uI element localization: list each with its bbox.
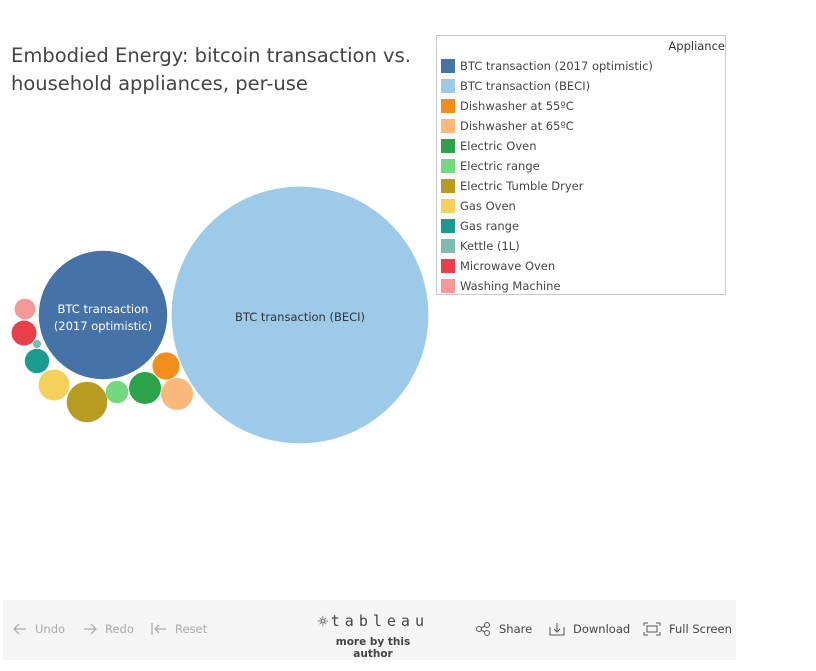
legend-label: Electric range (460, 159, 540, 173)
legend-label: Dishwasher at 55ºC (460, 99, 574, 113)
legend-item[interactable]: Dishwasher at 65ºC (441, 116, 653, 136)
legend-item[interactable]: Dishwasher at 55ºC (441, 96, 653, 116)
bubble-label: BTC transaction (BECI) (235, 310, 365, 324)
tableau-brand[interactable]: tableau more by this author (317, 612, 429, 660)
reset-button[interactable]: Reset (151, 622, 207, 636)
legend-swatch (441, 179, 455, 193)
legend-item[interactable]: Microwave Oven (441, 256, 653, 276)
legend-swatch (441, 119, 455, 133)
legend-item[interactable]: Electric Tumble Dryer (441, 176, 653, 196)
legend-swatch (441, 159, 455, 173)
share-icon (476, 622, 490, 636)
bubble-microwave-oven[interactable] (11, 320, 37, 346)
more-by-author-link[interactable]: more by this author (335, 636, 411, 660)
undo-arrow-icon (13, 623, 26, 635)
bubble-dishwasher-at-65-c[interactable] (161, 378, 193, 410)
legend-item[interactable]: Gas Oven (441, 196, 653, 216)
chart-title: Embodied Energy: bitcoin transaction vs.… (11, 44, 411, 95)
legend-label: Gas Oven (460, 199, 516, 213)
legend-swatch (441, 79, 455, 93)
fullscreen-label: Full Screen (669, 622, 732, 636)
bubble-gas-oven[interactable] (38, 369, 70, 401)
legend-swatch (441, 99, 455, 113)
tableau-cross-icon (317, 615, 329, 627)
legend-item[interactable]: Washing Machine (441, 276, 653, 296)
legend-item[interactable]: Electric Oven (441, 136, 653, 156)
legend-items: BTC transaction (2017 optimistic) BTC tra… (441, 56, 653, 296)
download-button[interactable]: Download (549, 622, 630, 636)
toolbar: Undo Redo Reset tableau more by this aut… (3, 600, 736, 660)
bubble-label-line-2: (2017 optimistic) (54, 319, 152, 333)
bubble-label-line-1: BTC transaction (58, 302, 149, 316)
legend: Appliance BTC transaction (2017 optimist… (436, 35, 726, 295)
share-button[interactable]: Share (475, 622, 532, 636)
legend-label: Electric Oven (460, 139, 537, 153)
bubble-gas-range[interactable] (24, 348, 50, 374)
undo-label: Undo (35, 622, 66, 636)
tableau-logo: tableau (317, 612, 429, 630)
legend-item[interactable]: Kettle (1L) (441, 236, 653, 256)
legend-swatch (441, 139, 455, 153)
bubble-electric-range[interactable] (105, 380, 129, 404)
bubble-chart[interactable]: BTC transaction (2017 optimistic) BTC tran… (0, 0, 440, 460)
legend-swatch (441, 59, 455, 73)
legend-label: Washing Machine (460, 279, 561, 293)
legend-item[interactable]: Electric range (441, 156, 653, 176)
legend-label: BTC transaction (BECI) (460, 79, 591, 93)
redo-label: Redo (105, 622, 134, 636)
legend-title: Appliance (668, 39, 725, 53)
bubble-kettle-1l[interactable] (32, 339, 42, 349)
legend-label: Electric Tumble Dryer (460, 179, 584, 193)
legend-swatch (441, 279, 455, 293)
fullscreen-icon (643, 622, 661, 636)
legend-label: Kettle (1L) (460, 239, 520, 253)
legend-swatch (441, 199, 455, 213)
redo-button[interactable]: Redo (83, 622, 134, 636)
share-label: Share (499, 622, 533, 636)
bubble-dishwasher-at-55-c[interactable] (152, 352, 180, 380)
legend-label: Gas range (460, 219, 520, 233)
download-icon (549, 623, 565, 636)
undo-button[interactable]: Undo (13, 622, 65, 636)
bubble-washing-machine[interactable] (14, 298, 36, 320)
legend-label: Dishwasher at 65ºC (460, 119, 574, 133)
bubble-electric-oven[interactable] (129, 372, 161, 404)
legend-swatch (441, 259, 455, 273)
bubble-btc-transaction-beci[interactable] (171, 186, 429, 444)
download-label: Download (573, 622, 631, 636)
bubble-btc-transaction-2017-optimistic[interactable] (38, 250, 168, 380)
bubble-electric-tumble-dryer[interactable] (66, 381, 108, 423)
legend-swatch (441, 239, 455, 253)
legend-item[interactable]: BTC transaction (2017 optimistic) (441, 56, 653, 76)
legend-item[interactable]: Gas range (441, 216, 653, 236)
legend-swatch (441, 219, 455, 233)
reset-label: Reset (175, 622, 208, 636)
fullscreen-button[interactable]: Full Screen (643, 622, 732, 636)
legend-label: Microwave Oven (460, 259, 556, 273)
legend-label: BTC transaction (2017 optimistic) (460, 59, 653, 73)
tableau-wordmark: tableau (330, 612, 429, 630)
legend-item[interactable]: BTC transaction (BECI) (441, 76, 653, 96)
redo-arrow-icon (84, 623, 97, 635)
reset-icon (151, 623, 166, 635)
